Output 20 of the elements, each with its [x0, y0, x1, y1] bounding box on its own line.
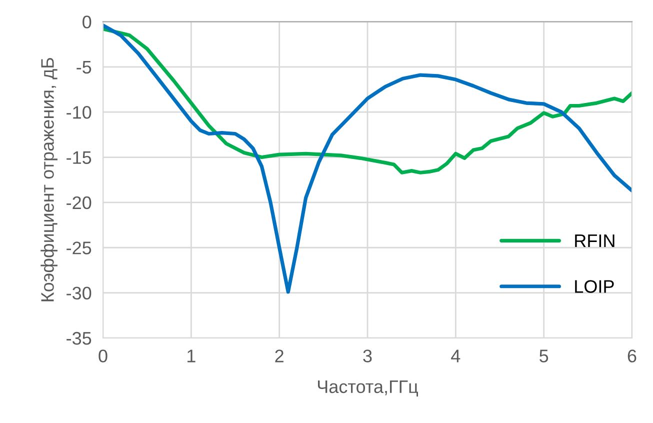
- x-tick-label: 2: [275, 350, 284, 362]
- y-tick-label: -30: [66, 286, 92, 300]
- y-tick-label: -25: [66, 242, 92, 254]
- y-tick-label: -10: [66, 106, 92, 119]
- y-axis-title: Коэффициент отражения, дБ: [40, 58, 58, 302]
- x-tick-label: 6: [628, 350, 636, 362]
- x-tick-label: 3: [363, 350, 372, 362]
- x-tick-label: 4: [451, 350, 460, 362]
- x-tick-label: 1: [188, 350, 196, 362]
- legend-label: LOIP: [575, 280, 614, 293]
- y-tick-label: -20: [66, 196, 92, 210]
- x-axis-title: Частота,ГГц: [318, 380, 418, 397]
- y-tick-label: -15: [66, 151, 92, 164]
- y-tick-label: -5: [76, 61, 92, 74]
- x-tick-label: 0: [98, 350, 108, 362]
- x-tick-label: 5: [540, 350, 548, 362]
- y-tick-label: 0: [82, 16, 92, 28]
- legend-label: RFIN: [575, 234, 614, 247]
- y-tick-label: -35: [66, 332, 92, 345]
- line-series: [103, 27, 632, 174]
